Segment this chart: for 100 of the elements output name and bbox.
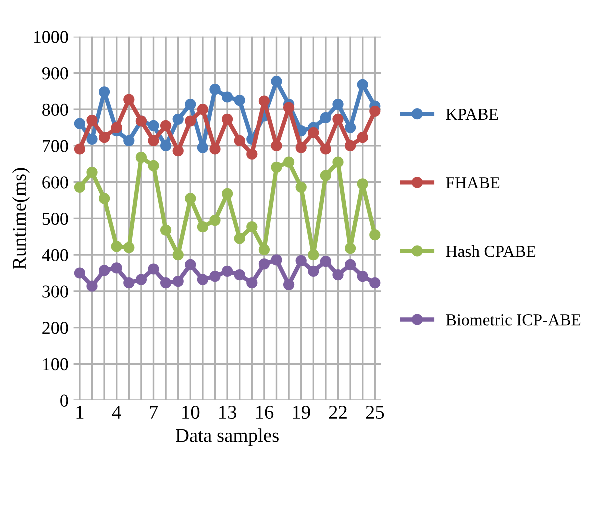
point [296, 182, 307, 193]
point [197, 142, 209, 154]
x-tick-label: 13 [220, 406, 237, 420]
point [271, 254, 282, 266]
point [283, 279, 295, 290]
point [357, 79, 368, 90]
point [344, 242, 356, 254]
point [98, 86, 110, 98]
x-axis-title: Data samples [176, 428, 279, 446]
point [258, 244, 270, 256]
point [357, 178, 368, 190]
point [74, 182, 86, 193]
x-tick-label: 19 [293, 406, 310, 420]
point [160, 278, 172, 289]
point [185, 259, 196, 270]
point [210, 270, 221, 282]
point [74, 118, 86, 130]
point [320, 170, 332, 182]
x-tick-label: 10 [182, 406, 200, 420]
point [320, 256, 332, 268]
point [74, 268, 86, 279]
y-tick-label: 100 [43, 358, 68, 371]
point [246, 222, 258, 233]
y-tick-label: 500 [42, 212, 68, 226]
point [86, 280, 98, 292]
y-tick-label: 400 [42, 249, 68, 262]
point [370, 106, 381, 117]
point [86, 166, 98, 178]
point [357, 132, 368, 144]
point [283, 102, 295, 114]
point [98, 265, 110, 276]
point [148, 135, 160, 146]
point [197, 274, 209, 286]
point [271, 140, 282, 152]
point [357, 270, 368, 282]
point [222, 188, 234, 200]
point [111, 241, 122, 252]
point [296, 142, 307, 154]
point [185, 98, 196, 110]
point [74, 144, 86, 155]
point [271, 76, 282, 88]
point [296, 255, 307, 266]
point [222, 266, 234, 277]
x-tick-label: 25 [366, 406, 384, 420]
point [172, 146, 184, 157]
point [222, 92, 234, 103]
point [320, 144, 332, 155]
x-tick-label: 22 [329, 406, 347, 419]
legend-label: Hash CPABE [446, 245, 536, 258]
point [370, 278, 381, 289]
point [332, 156, 344, 168]
point [160, 224, 172, 236]
y-tick-label: 200 [42, 322, 68, 334]
y-tick-label: 900 [42, 68, 68, 80]
x-tick-label: 7 [150, 406, 158, 419]
point [344, 140, 356, 152]
point [234, 233, 246, 244]
x-tick-label: 16 [256, 406, 274, 420]
x-tick-label: 4 [112, 406, 122, 419]
point [222, 114, 234, 125]
point [148, 264, 160, 275]
point [185, 116, 196, 127]
point [160, 120, 172, 132]
point [124, 242, 135, 254]
point [308, 250, 320, 261]
point [370, 230, 381, 241]
legend-label: KPABE [446, 108, 498, 120]
y-axis-title: Runtime(ms) [12, 168, 30, 270]
point [258, 96, 270, 107]
point [86, 134, 98, 145]
point [98, 193, 110, 204]
point [283, 156, 295, 168]
legend-label: FHABE [446, 177, 500, 189]
point [308, 127, 320, 138]
y-tick-label: 0 [60, 394, 68, 407]
point [124, 94, 135, 106]
point [185, 193, 196, 204]
point [246, 278, 258, 289]
point [332, 114, 344, 125]
point [246, 148, 258, 160]
y-tick-label: 1000 [34, 31, 68, 44]
point [344, 122, 356, 134]
point [111, 122, 122, 134]
point [86, 114, 98, 126]
point [234, 94, 246, 106]
y-tick-label: 800 [42, 104, 68, 116]
point [98, 132, 110, 144]
point [308, 266, 320, 277]
point [197, 222, 209, 233]
point [136, 274, 148, 286]
legend-label: Biometric ICP-ABE [446, 314, 581, 326]
point [172, 250, 184, 261]
point [210, 144, 221, 155]
point [197, 104, 209, 116]
point [111, 262, 122, 274]
point [332, 270, 344, 281]
point [172, 114, 184, 125]
point [148, 160, 160, 172]
y-tick-label: 600 [42, 176, 68, 189]
point [210, 214, 221, 226]
